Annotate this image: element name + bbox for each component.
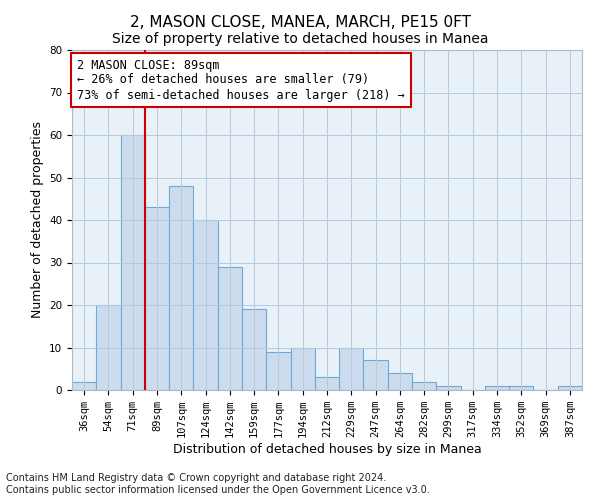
Bar: [266, 352, 290, 390]
Bar: [315, 378, 339, 390]
Bar: [121, 135, 145, 390]
X-axis label: Distribution of detached houses by size in Manea: Distribution of detached houses by size …: [173, 443, 481, 456]
Bar: [72, 382, 96, 390]
Bar: [436, 386, 461, 390]
Bar: [509, 386, 533, 390]
Bar: [412, 382, 436, 390]
Text: Size of property relative to detached houses in Manea: Size of property relative to detached ho…: [112, 32, 488, 46]
Bar: [169, 186, 193, 390]
Bar: [364, 360, 388, 390]
Y-axis label: Number of detached properties: Number of detached properties: [31, 122, 44, 318]
Bar: [485, 386, 509, 390]
Bar: [388, 373, 412, 390]
Bar: [290, 348, 315, 390]
Bar: [96, 305, 121, 390]
Bar: [193, 220, 218, 390]
Bar: [218, 267, 242, 390]
Bar: [339, 348, 364, 390]
Text: 2, MASON CLOSE, MANEA, MARCH, PE15 0FT: 2, MASON CLOSE, MANEA, MARCH, PE15 0FT: [130, 15, 470, 30]
Bar: [242, 309, 266, 390]
Bar: [558, 386, 582, 390]
Bar: [145, 207, 169, 390]
Text: Contains HM Land Registry data © Crown copyright and database right 2024.
Contai: Contains HM Land Registry data © Crown c…: [6, 474, 430, 495]
Text: 2 MASON CLOSE: 89sqm
← 26% of detached houses are smaller (79)
73% of semi-detac: 2 MASON CLOSE: 89sqm ← 26% of detached h…: [77, 58, 405, 102]
